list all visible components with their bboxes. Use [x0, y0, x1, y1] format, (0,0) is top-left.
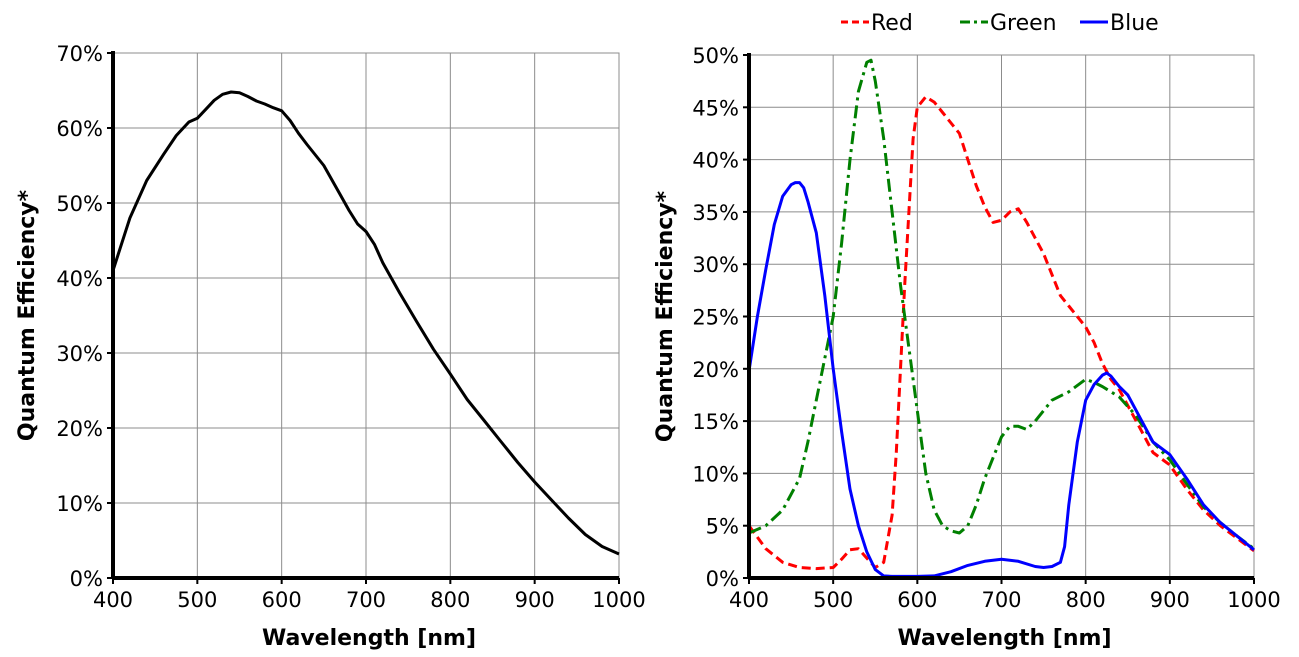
x-tick-label: 800 [430, 588, 470, 612]
y-tick-label: 25% [692, 306, 739, 330]
y-tick-label: 10% [56, 492, 103, 516]
y-axis-title: Quantum Efficiency* [653, 190, 678, 442]
x-tick-label: 400 [93, 588, 133, 612]
x-tick-label: 700 [346, 588, 386, 612]
grid-lines [112, 52, 620, 579]
y-tick-label: 5% [706, 515, 739, 539]
y-tick-label: 20% [56, 417, 103, 441]
y-tick-label: 35% [692, 201, 739, 225]
y-tick-label: 70% [56, 42, 103, 66]
x-tick-label: 500 [813, 588, 853, 612]
y-tick-label: 40% [56, 267, 103, 291]
green-series-line [748, 58, 1255, 550]
mono-qe-chart: 400 500 600 700 800 900 1000 0% 10% 20% 30% 40% 50% 6… [15, 42, 646, 651]
x-tick-label: 1000 [1227, 588, 1280, 612]
y-axis-title: Quantum Efficiency* [15, 189, 40, 441]
series-group [111, 90, 620, 556]
grid-lines [748, 54, 1255, 579]
y-tick-label: 30% [692, 253, 739, 277]
x-tick-label: 400 [729, 588, 769, 612]
x-tick-label: 900 [1150, 588, 1190, 612]
x-axis-title: Wavelength [nm] [898, 626, 1112, 651]
color-qe-chart: 400 500 600 700 800 900 1000 0% 5% 10% 15% 20% 25% 30… [653, 11, 1281, 651]
x-tick-label: 800 [1066, 588, 1106, 612]
red-series-line [747, 95, 1255, 571]
x-tick-label: 500 [177, 588, 217, 612]
y-tick-label: 60% [56, 117, 103, 141]
y-tick-label: 50% [692, 44, 739, 68]
y-tick-label: 0% [706, 567, 739, 591]
x-tick-label: 600 [897, 588, 937, 612]
y-tick-label: 45% [692, 96, 739, 120]
green-legend-label: Green [990, 11, 1057, 36]
x-tick-label: 600 [262, 588, 302, 612]
qe-series-line [111, 90, 620, 556]
y-tick-label: 0% [70, 567, 103, 591]
y-tick-label: 30% [56, 342, 103, 366]
red-legend-label: Red [871, 11, 913, 36]
blue-series-line [747, 181, 1255, 578]
blue-legend-label: Blue [1110, 11, 1159, 36]
y-tick-label: 40% [692, 149, 739, 173]
series-group [747, 58, 1255, 578]
legend: Red Green Blue [841, 11, 1159, 36]
y-tick-label: 10% [692, 462, 739, 486]
x-tick-label: 1000 [592, 588, 645, 612]
x-axis-title: Wavelength [nm] [262, 626, 476, 651]
y-tick-label: 50% [56, 192, 103, 216]
y-tick-label: 20% [692, 358, 739, 382]
x-tick-label: 700 [981, 588, 1021, 612]
x-tick-label: 900 [515, 588, 555, 612]
y-tick-label: 15% [692, 410, 739, 434]
